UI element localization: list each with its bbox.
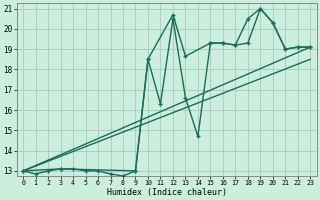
X-axis label: Humidex (Indice chaleur): Humidex (Indice chaleur) [107,188,227,197]
